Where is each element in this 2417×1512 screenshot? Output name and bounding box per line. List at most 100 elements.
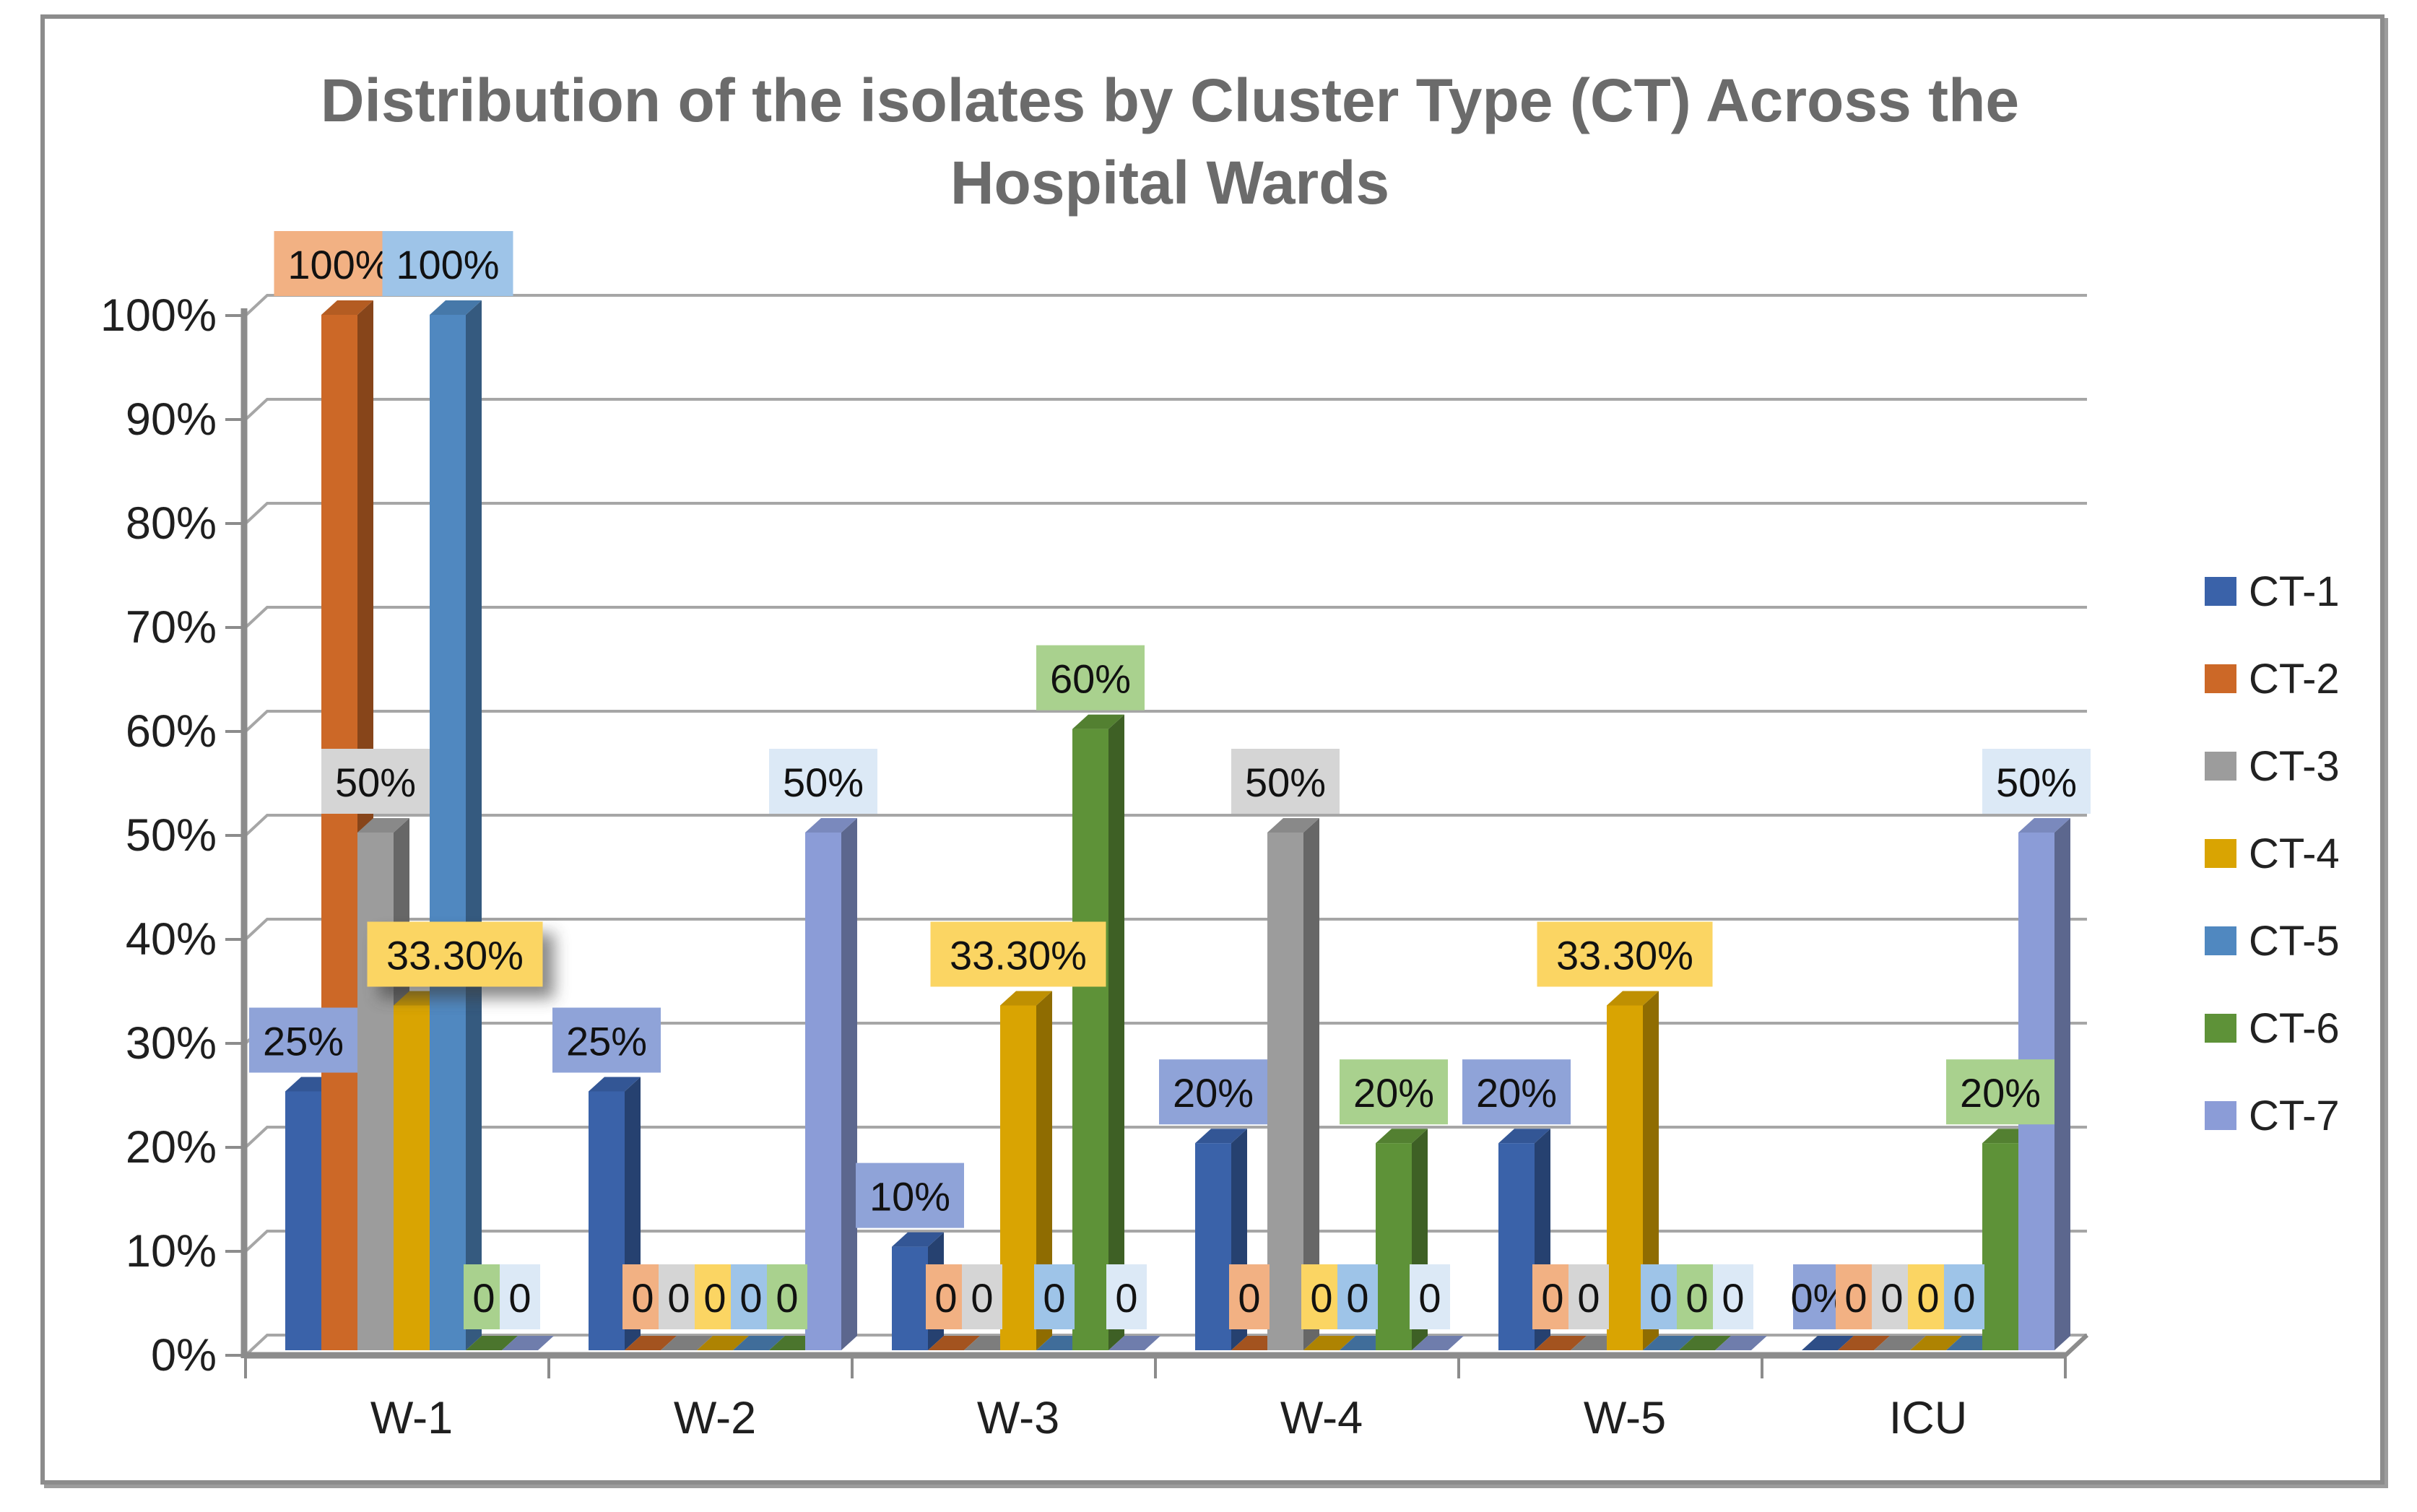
bar-CT-5-W-5[interactable] xyxy=(1643,1336,1695,1350)
svg-text:0: 0 xyxy=(667,1275,690,1321)
legend-swatch xyxy=(2205,1014,2236,1043)
x-axis-label-ICU: ICU xyxy=(1888,1393,1968,1443)
data-label-CT-2-W-3: 0 xyxy=(926,1264,966,1329)
svg-text:33.30%: 33.30% xyxy=(1556,932,1693,978)
data-label-CT-7-W-5: 0 xyxy=(1713,1264,1753,1329)
bar-CT-2-W-2[interactable] xyxy=(625,1336,677,1350)
svg-text:0: 0 xyxy=(1346,1275,1368,1321)
chart-title-line-1: Distribution of the isolates by Cluster … xyxy=(320,66,2020,134)
svg-text:33.30%: 33.30% xyxy=(386,932,524,978)
bar-CT-6-W-1[interactable] xyxy=(466,1336,518,1350)
svg-text:0: 0 xyxy=(739,1275,762,1321)
y-axis-label: 60% xyxy=(125,706,217,757)
svg-text:50%: 50% xyxy=(783,760,864,805)
bar-CT-2-W-5[interactable] xyxy=(1535,1336,1587,1350)
bar-CT-7-W-5[interactable] xyxy=(1715,1336,1767,1350)
data-label-CT-7-W-2: 50% xyxy=(769,749,877,814)
svg-text:33.30%: 33.30% xyxy=(950,932,1087,978)
data-label-CT-1-W-3: 10% xyxy=(856,1163,964,1228)
svg-text:0: 0 xyxy=(776,1275,798,1321)
bar-CT-5-W-1[interactable] xyxy=(430,300,482,1350)
bar-CT-4-W-4[interactable] xyxy=(1303,1336,1355,1350)
bar-CT-7-W-4[interactable] xyxy=(1412,1336,1464,1350)
y-axis-label: 70% xyxy=(125,602,217,653)
y-axis-label: 50% xyxy=(125,810,217,861)
svg-text:0: 0 xyxy=(472,1275,495,1321)
bar-CT-5-W-2[interactable] xyxy=(733,1336,785,1350)
y-axis-label: 0% xyxy=(150,1330,217,1381)
legend-label: CT-4 xyxy=(2249,830,2340,877)
legend-swatch xyxy=(2205,577,2236,606)
data-label-CT-4-W-2: 0 xyxy=(695,1264,735,1329)
svg-text:60%: 60% xyxy=(1050,656,1131,702)
gridline xyxy=(244,814,2087,837)
data-label-CT-5-ICU: 0 xyxy=(1944,1264,1984,1329)
gridline xyxy=(244,710,2087,733)
data-label-CT-5-W-4: 0 xyxy=(1337,1264,1378,1329)
svg-text:0: 0 xyxy=(1880,1275,1903,1321)
data-label-CT-7-ICU: 50% xyxy=(1982,749,2091,814)
bar-CT-4-ICU[interactable] xyxy=(1910,1336,1962,1350)
bar-CT-4-W-2[interactable] xyxy=(697,1336,749,1350)
bar-CT-6-W-5[interactable] xyxy=(1679,1336,1731,1350)
svg-text:0: 0 xyxy=(1917,1275,1939,1321)
data-label-CT-2-W-4: 0 xyxy=(1229,1264,1270,1329)
svg-text:25%: 25% xyxy=(566,1019,647,1064)
data-label-CT-4-ICU: 0 xyxy=(1908,1264,1948,1329)
legend-label: CT-7 xyxy=(2249,1092,2340,1139)
bar-CT-3-W-4[interactable] xyxy=(1267,818,1319,1350)
svg-text:0: 0 xyxy=(1238,1275,1260,1321)
data-label-CT-5-W-3: 0 xyxy=(1034,1264,1075,1329)
bar-CT-2-ICU[interactable] xyxy=(1838,1336,1890,1350)
y-axis-label: 30% xyxy=(125,1018,217,1069)
svg-text:0: 0 xyxy=(1722,1275,1744,1321)
data-label-CT-1-W-5: 20% xyxy=(1462,1059,1571,1125)
svg-text:0: 0 xyxy=(1043,1275,1065,1321)
data-label-CT-4-W-1: 33.30% xyxy=(367,921,555,999)
svg-text:0: 0 xyxy=(1953,1275,1975,1321)
bar-CT-2-W-3[interactable] xyxy=(928,1336,980,1350)
y-axis-label: 80% xyxy=(125,498,217,549)
legend-item-CT-7[interactable]: CT-7 xyxy=(2205,1092,2340,1139)
data-label-CT-5-W-1: 100% xyxy=(382,231,513,296)
legend-item-CT-5[interactable]: CT-5 xyxy=(2205,918,2340,965)
y-axis-label: 40% xyxy=(125,914,217,965)
svg-text:50%: 50% xyxy=(335,760,416,805)
legend-item-CT-6[interactable]: CT-6 xyxy=(2205,1005,2340,1052)
bar-CT-4-W-5[interactable] xyxy=(1607,991,1659,1350)
legend-swatch xyxy=(2205,926,2236,955)
svg-text:0: 0 xyxy=(508,1275,531,1321)
x-axis-label-W-1: W-1 xyxy=(370,1393,454,1443)
data-label-CT-7-W-4: 0 xyxy=(1410,1264,1450,1329)
y-axis-label: 20% xyxy=(125,1122,217,1173)
gridline xyxy=(244,1334,2087,1357)
x-axis-label-W-3: W-3 xyxy=(976,1393,1060,1443)
legend-label: CT-1 xyxy=(2249,568,2340,615)
chart-title: Distribution of the isolates by Cluster … xyxy=(246,59,2094,224)
legend-item-CT-4[interactable]: CT-4 xyxy=(2205,830,2340,877)
svg-text:0: 0 xyxy=(971,1275,993,1321)
bar-CT-6-W-3[interactable] xyxy=(1072,714,1124,1350)
data-label-CT-5-W-2: 0 xyxy=(731,1264,771,1329)
bar-CT-1-ICU[interactable] xyxy=(1802,1336,1854,1350)
data-label-CT-2-ICU: 0 xyxy=(1836,1264,1876,1329)
svg-text:0: 0 xyxy=(1541,1275,1563,1321)
bar-CT-3-W-2[interactable] xyxy=(661,1336,713,1350)
svg-text:20%: 20% xyxy=(1960,1070,2041,1116)
y-axis-label: 10% xyxy=(125,1226,217,1277)
bar-CT-3-ICU[interactable] xyxy=(1874,1336,1926,1350)
data-label-CT-6-W-4: 20% xyxy=(1340,1059,1448,1125)
bar-CT-7-W-1[interactable] xyxy=(502,1336,554,1350)
bar-CT-7-W-3[interactable] xyxy=(1108,1336,1160,1350)
x-axis-label-W-4: W-4 xyxy=(1280,1393,1363,1443)
bar-CT-4-W-3[interactable] xyxy=(1000,991,1052,1350)
legend-item-CT-2[interactable]: CT-2 xyxy=(2205,656,2340,703)
legend-item-CT-3[interactable]: CT-3 xyxy=(2205,743,2340,790)
data-label-CT-5-W-5: 0 xyxy=(1641,1264,1681,1329)
svg-text:20%: 20% xyxy=(1353,1070,1434,1116)
svg-text:0: 0 xyxy=(1649,1275,1672,1321)
data-label-CT-4-W-3: 33.30% xyxy=(930,921,1106,987)
bar-CT-7-W-2[interactable] xyxy=(805,818,857,1350)
legend-item-CT-1[interactable]: CT-1 xyxy=(2205,568,2340,615)
svg-text:0: 0 xyxy=(1844,1275,1867,1321)
